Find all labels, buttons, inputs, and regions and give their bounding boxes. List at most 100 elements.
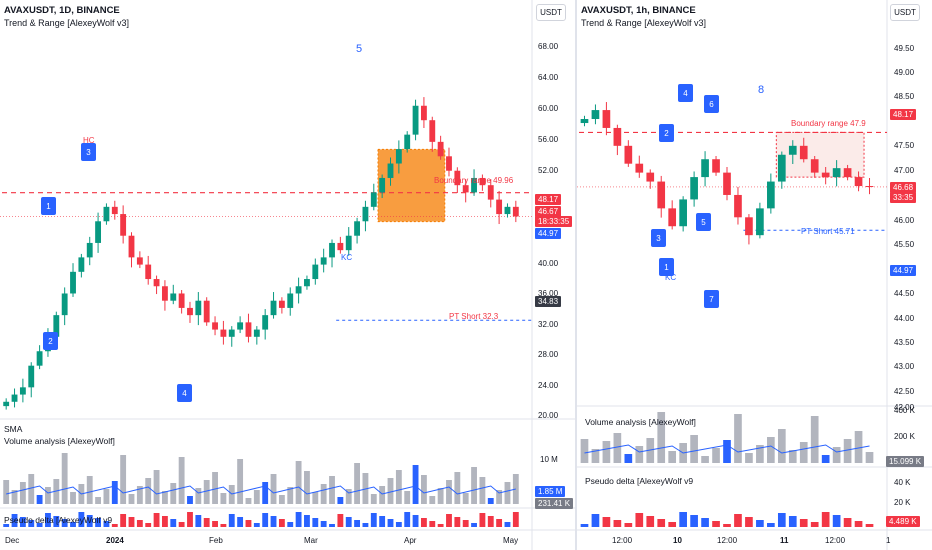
candle-body bbox=[454, 170, 461, 186]
candle-body bbox=[613, 127, 622, 146]
daily-chart-canvas[interactable] bbox=[0, 0, 575, 550]
volume-bar bbox=[487, 498, 494, 504]
delta-bar bbox=[734, 514, 742, 527]
delta-bar bbox=[220, 524, 227, 527]
volume-value-label: 15.099 K bbox=[886, 456, 925, 467]
delta-bar bbox=[446, 514, 452, 527]
pseudo-delta-label: Pseudo delta [AlexeyWolf v9 bbox=[585, 476, 694, 486]
wave-marker[interactable]: 7 bbox=[704, 290, 719, 308]
delta-bar bbox=[187, 512, 193, 527]
delta-bar bbox=[345, 517, 352, 527]
delta-bar bbox=[337, 514, 344, 527]
delta-bar bbox=[843, 518, 852, 527]
volume-bar bbox=[237, 459, 244, 504]
wave-marker[interactable]: 6 bbox=[704, 95, 719, 113]
candle-body bbox=[832, 168, 841, 178]
volume-bar bbox=[28, 474, 35, 504]
price-tick: 45.50 bbox=[894, 240, 915, 249]
pane-divider[interactable] bbox=[575, 0, 577, 550]
delta-bar bbox=[329, 524, 335, 527]
price-tick: 43.50 bbox=[894, 338, 915, 347]
low-price-label: 44.97 bbox=[890, 265, 917, 276]
volume-bar bbox=[345, 489, 352, 504]
volume-bar bbox=[821, 455, 830, 463]
candle-body bbox=[128, 235, 135, 258]
volume-bar bbox=[712, 448, 720, 463]
volume-bar bbox=[404, 491, 411, 504]
volume-bar bbox=[395, 470, 402, 504]
daily-chart-pane[interactable]: AVAXUSDT, 1D, BINANCE Trend & Range [Ale… bbox=[0, 0, 575, 550]
volume-bar bbox=[865, 452, 874, 463]
volume-bar bbox=[178, 457, 185, 504]
delta-bar bbox=[454, 517, 461, 527]
delta-bar bbox=[61, 519, 68, 527]
range-box bbox=[377, 148, 446, 223]
wave-marker[interactable]: 3 bbox=[81, 143, 96, 161]
pseudo-delta-label: Pseudo delta [AlexeyWolf v9 bbox=[4, 515, 113, 525]
wave-marker[interactable]: 2 bbox=[659, 124, 674, 142]
candle-body bbox=[354, 221, 361, 236]
price-tick: 49.00 bbox=[894, 68, 915, 77]
candle-body bbox=[624, 145, 633, 164]
time-tick: 12:00 bbox=[612, 536, 633, 545]
candle-body bbox=[843, 168, 852, 178]
delta-bar bbox=[253, 523, 260, 527]
candle-body bbox=[312, 264, 319, 280]
volume-bar bbox=[379, 486, 386, 504]
delta-bar bbox=[36, 523, 43, 527]
candle-body bbox=[329, 242, 335, 258]
delta-bar bbox=[701, 518, 709, 527]
delta-bar bbox=[487, 516, 494, 527]
volume-bar bbox=[701, 456, 709, 463]
delta-bar bbox=[362, 523, 369, 527]
wave-marker[interactable]: 3 bbox=[651, 229, 666, 247]
candle-body bbox=[53, 315, 60, 337]
hourly-chart-canvas[interactable] bbox=[577, 0, 932, 550]
delta-bar bbox=[3, 524, 10, 527]
candle-body bbox=[756, 208, 764, 236]
candle-body bbox=[220, 329, 227, 337]
wave-marker[interactable]: 1 bbox=[659, 258, 674, 276]
kc-text: KC bbox=[665, 273, 677, 282]
candle-body bbox=[479, 177, 486, 186]
pt-short-text: PT Short 45.71 bbox=[801, 227, 855, 236]
daily-currency-button[interactable]: USDT bbox=[536, 4, 566, 21]
last-price-label: 46.68 bbox=[890, 182, 917, 193]
candle-body bbox=[679, 199, 687, 227]
delta-bar bbox=[278, 519, 285, 527]
wave-marker[interactable]: 4 bbox=[678, 84, 693, 102]
delta-bar bbox=[245, 520, 252, 527]
candle-body bbox=[821, 172, 830, 178]
candle-body bbox=[161, 286, 168, 301]
delta-bar bbox=[854, 521, 863, 527]
candle-body bbox=[170, 293, 177, 301]
wave-marker[interactable]: 5 bbox=[696, 213, 711, 231]
volume-bar bbox=[387, 478, 394, 504]
candle-body bbox=[212, 322, 218, 330]
volume-bar bbox=[580, 439, 589, 463]
candle-body bbox=[245, 322, 252, 337]
hourly-currency-button[interactable]: USDT bbox=[890, 4, 920, 21]
delta-bar bbox=[657, 519, 666, 527]
volume-bar bbox=[496, 490, 503, 504]
delta-bar bbox=[86, 515, 93, 527]
candle-body bbox=[580, 119, 589, 124]
candle-body bbox=[70, 271, 76, 294]
candle-body bbox=[237, 322, 244, 330]
delta-bar bbox=[437, 524, 444, 527]
volume-bar bbox=[745, 453, 753, 463]
hourly-chart-pane[interactable]: AVAXUSDT, 1h, BINANCE Trend & Range [Ale… bbox=[577, 0, 932, 550]
wave-marker[interactable]: 4 bbox=[177, 384, 192, 402]
wave-marker[interactable]: 2 bbox=[43, 332, 58, 350]
delta-bar bbox=[479, 513, 486, 527]
wave-marker[interactable]: 1 bbox=[41, 197, 56, 215]
daily-indicator-name: Trend & Range [AlexeyWolf v3] bbox=[4, 18, 130, 28]
price-tick: 28.00 bbox=[538, 350, 559, 359]
volume-bar bbox=[354, 463, 361, 504]
candle-body bbox=[701, 159, 709, 178]
candle-body bbox=[304, 279, 310, 287]
volume-bar bbox=[799, 442, 808, 463]
delta-bar bbox=[78, 512, 85, 527]
delta-bar bbox=[690, 515, 698, 527]
volume-bar bbox=[788, 450, 797, 463]
